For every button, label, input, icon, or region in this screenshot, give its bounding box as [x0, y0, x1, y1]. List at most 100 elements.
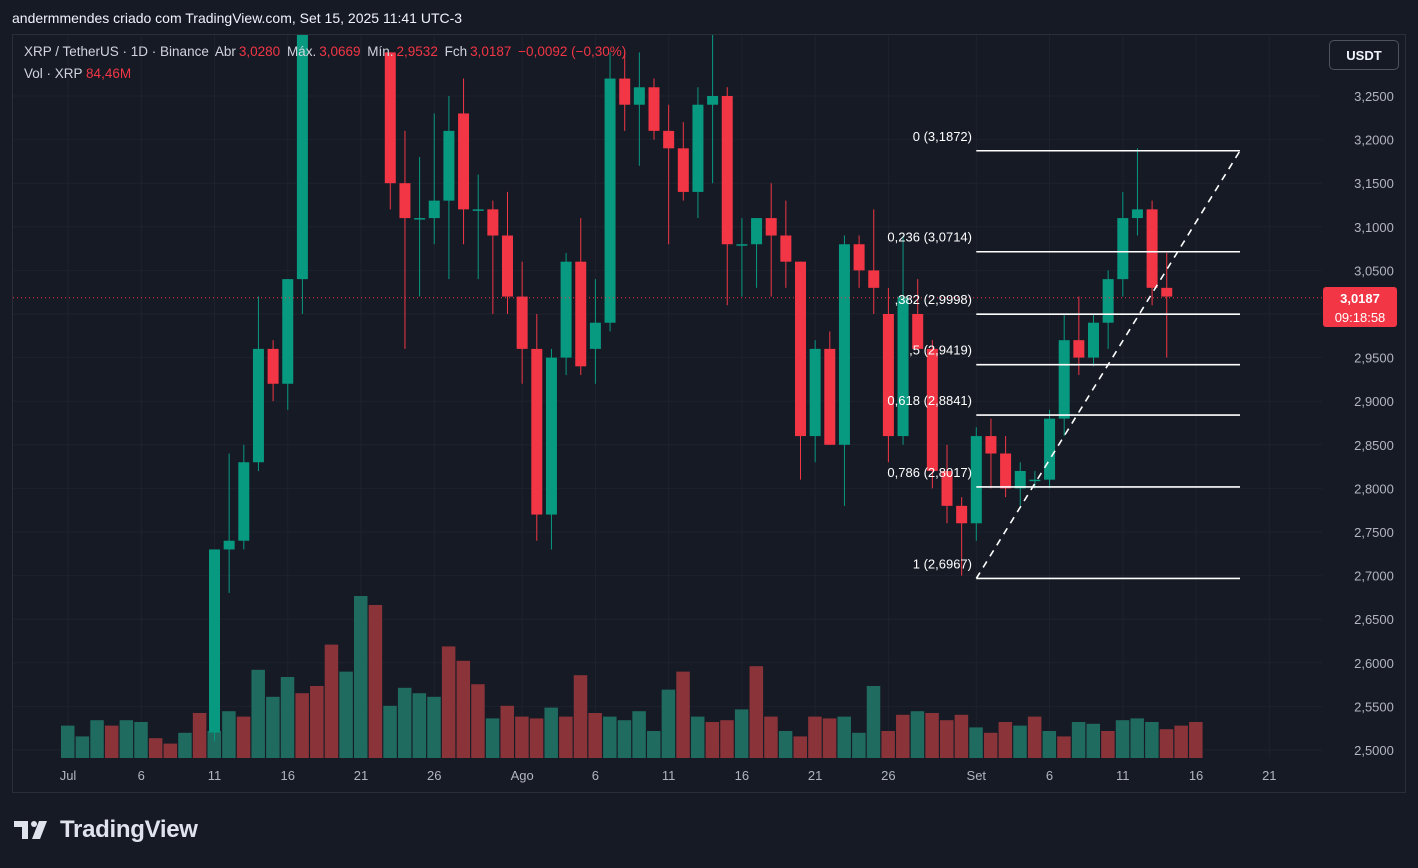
volume-bar: [617, 720, 632, 758]
y-tick-label: 2,5000: [1354, 743, 1394, 758]
x-tick-label: 11: [208, 768, 222, 783]
volume-bar: [515, 716, 529, 758]
candle-body: [912, 314, 924, 349]
candle-body: [1073, 340, 1085, 358]
candle-body: [692, 104, 704, 192]
volume-bar: [192, 713, 207, 758]
y-tick-label: 3,2500: [1354, 89, 1394, 104]
close-label: Fch: [444, 44, 468, 59]
candle-body: [589, 322, 601, 349]
volume-bar: [383, 705, 397, 758]
x-tick-label: Set: [967, 768, 987, 783]
candle-body: [560, 261, 572, 358]
volume-bar: [412, 693, 427, 758]
volume-bar: [647, 731, 661, 758]
candle-body: [384, 52, 396, 184]
x-tick-label: 11: [1116, 768, 1130, 783]
x-tick-label: Ago: [511, 768, 534, 783]
volume-bar: [544, 707, 558, 758]
candle-body: [1058, 340, 1070, 419]
close-value: 3,0187: [470, 44, 512, 59]
change-value: −0,0092 (−0,30%): [518, 44, 627, 59]
x-tick-label: 6: [1046, 768, 1053, 783]
candle-body: [252, 348, 264, 463]
candle-body: [707, 96, 719, 105]
volume-bar: [1174, 725, 1188, 758]
candle-body: [1088, 322, 1099, 358]
volume-bar: [1145, 722, 1159, 758]
volume-bar: [104, 725, 119, 758]
candle-body: [575, 261, 587, 367]
x-tick-label: 16: [281, 768, 295, 783]
candle-body: [545, 357, 557, 515]
currency-button[interactable]: USDT: [1329, 40, 1399, 70]
candle-body: [868, 270, 880, 288]
volume-bar: [690, 716, 705, 758]
volume-bar: [1130, 718, 1144, 758]
ohlc-legend: XRP / TetherUS · 1D · Binance Abr 3,0280 …: [24, 44, 629, 59]
volume-label[interactable]: Vol · XRP: [24, 66, 83, 81]
volume-bar: [925, 713, 939, 758]
symbol-label[interactable]: XRP / TetherUS · 1D · Binance: [24, 44, 209, 59]
volume-bar: [1086, 723, 1100, 758]
candle-body: [970, 436, 982, 524]
last-price-value: 3,0187: [1340, 291, 1380, 306]
candle-body: [853, 244, 865, 271]
volume-bar: [222, 711, 236, 758]
candle-body: [619, 78, 631, 105]
candle-body: [795, 261, 806, 437]
y-tick-label: 3,2000: [1354, 133, 1394, 148]
volume-bar: [61, 725, 75, 758]
volume-bar: [119, 720, 134, 758]
low-value: 2,9532: [396, 44, 438, 59]
fib-level-label: ,382 (2,9998): [895, 292, 972, 307]
y-tick-label: 2,6500: [1354, 612, 1394, 627]
volume-bar: [1027, 716, 1042, 758]
chart-panel[interactable]: [12, 34, 1406, 793]
candle-body: [223, 540, 235, 550]
x-tick-label: 11: [662, 768, 676, 783]
low-label: Mín.: [367, 44, 394, 59]
volume-bar: [236, 716, 251, 758]
fib-level-label: 1 (2,6967): [913, 556, 972, 571]
x-tick-label: 16: [735, 768, 749, 783]
open-label: Abr: [214, 44, 236, 59]
y-tick-label: 2,8000: [1354, 481, 1394, 496]
candle-body: [531, 348, 543, 515]
volume-bar: [705, 722, 720, 758]
volume-bar: [1159, 729, 1174, 758]
last-price-tag: 3,0187 09:18:58: [1323, 287, 1397, 327]
volume-bar: [1101, 731, 1115, 758]
chart-attribution: andermmendes criado com TradingView.com,…: [12, 10, 463, 26]
y-tick-label: 2,7500: [1354, 525, 1394, 540]
candle-body: [721, 96, 733, 245]
volume-bar: [1057, 736, 1071, 758]
volume-bar: [134, 722, 148, 758]
volume-bar: [632, 711, 646, 758]
candle-body: [443, 130, 455, 201]
open-value: 3,0280: [238, 44, 281, 59]
candle-body: [238, 462, 250, 541]
volume-bar: [368, 605, 383, 758]
tradingview-logo[interactable]: TradingView: [14, 816, 198, 844]
candle-body: [428, 200, 440, 219]
fib-trend-line: [975, 150, 1241, 579]
volume-bar: [720, 720, 734, 758]
candle-body: [941, 470, 953, 506]
x-tick-label: 21: [354, 768, 368, 783]
candle-body: [1102, 279, 1114, 323]
volume-bar: [471, 684, 485, 758]
candle-body: [296, 35, 308, 280]
volume-bar: [734, 709, 749, 758]
high-value: 3,0669: [319, 44, 361, 59]
volume-bar: [559, 716, 573, 758]
candle-body: [502, 235, 513, 297]
volume-legend: Vol · XRP 84,46M: [24, 66, 131, 81]
candle-body: [1000, 453, 1012, 489]
volume-bar: [75, 736, 90, 758]
candle-body: [1014, 470, 1026, 489]
candle-body: [282, 279, 294, 384]
candle-body: [1161, 287, 1173, 297]
candle-body: [663, 130, 675, 149]
